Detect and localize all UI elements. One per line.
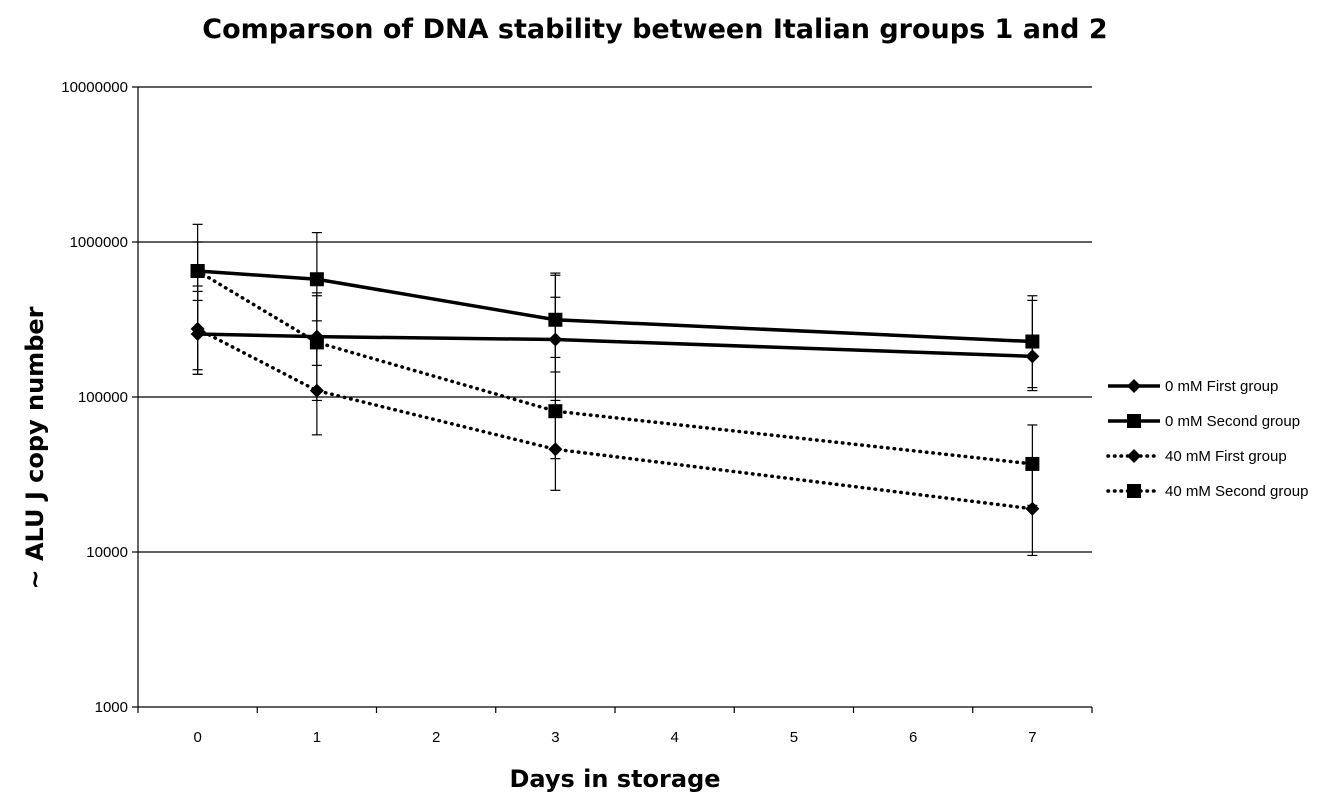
data-point-square bbox=[309, 272, 324, 287]
data-point-square bbox=[190, 263, 205, 278]
legend-swatch-marker bbox=[1127, 379, 1141, 393]
legend: 0 mM First group 0 mM Second group 40 mM F… bbox=[1106, 378, 1308, 500]
legend-label: 0 mM Second group bbox=[1165, 413, 1300, 430]
data-point-square bbox=[548, 404, 563, 419]
chart-title: Comparson of DNA stability between Itali… bbox=[202, 14, 1107, 45]
x-tick-label: 7 bbox=[1028, 729, 1036, 746]
plot-area: 1000 10000 100000 1000000 10000000 0 1 2 3 4 5 6 7 bbox=[61, 79, 1093, 746]
legend-swatch-marker bbox=[1127, 449, 1141, 463]
x-axis-title: Days in storage bbox=[509, 765, 720, 793]
data-point-square bbox=[1025, 334, 1040, 349]
data-point-square bbox=[309, 335, 324, 350]
data-point-square bbox=[1025, 456, 1040, 471]
y-tick-label: 100000 bbox=[78, 389, 128, 406]
y-axis-title: ~ ALU J copy number bbox=[21, 306, 49, 589]
x-tick-label: 1 bbox=[313, 729, 321, 746]
x-tick-label: 5 bbox=[790, 729, 798, 746]
series-line bbox=[195, 327, 1035, 511]
x-tick-label: 2 bbox=[432, 729, 440, 746]
legend-swatch-marker bbox=[1127, 414, 1141, 428]
legend-swatch-marker bbox=[1127, 484, 1141, 498]
series-4 bbox=[190, 241, 1040, 506]
series-line bbox=[197, 332, 1033, 359]
x-tick-label: 6 bbox=[909, 729, 917, 746]
legend-item: 0 mM First group bbox=[1108, 378, 1278, 395]
x-tick-label: 0 bbox=[193, 729, 201, 746]
series-3 bbox=[190, 285, 1040, 557]
legend-label: 40 mM Second group bbox=[1165, 483, 1308, 500]
legend-label: 0 mM First group bbox=[1165, 378, 1278, 395]
data-point-diamond bbox=[190, 321, 205, 336]
y-tick-label: 1000 bbox=[95, 699, 128, 716]
series-2 bbox=[190, 223, 1040, 389]
legend-item: 40 mM First group bbox=[1106, 448, 1287, 465]
x-tick-label: 4 bbox=[670, 729, 678, 746]
y-tick-label: 10000000 bbox=[61, 79, 128, 96]
legend-item: 40 mM Second group bbox=[1106, 483, 1308, 500]
x-tick-label: 3 bbox=[551, 729, 559, 746]
series-line bbox=[197, 269, 1033, 344]
legend-item: 0 mM Second group bbox=[1108, 413, 1300, 430]
series-line bbox=[195, 269, 1035, 466]
y-tick-label: 10000 bbox=[86, 544, 128, 561]
legend-label: 40 mM First group bbox=[1165, 448, 1287, 465]
y-tick-label: 1000000 bbox=[70, 234, 128, 251]
